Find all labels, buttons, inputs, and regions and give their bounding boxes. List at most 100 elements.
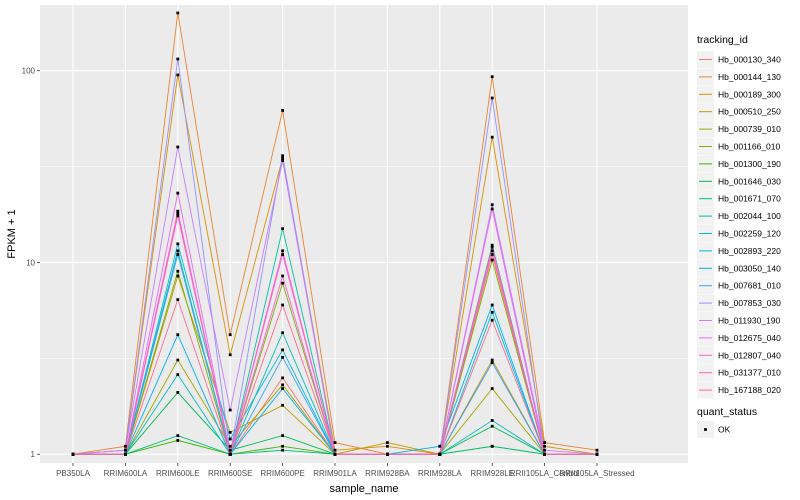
data-point bbox=[333, 441, 337, 444]
legend-item: Hb_031377_010 bbox=[697, 364, 781, 382]
data-point bbox=[124, 452, 127, 456]
data-point bbox=[176, 73, 180, 77]
legend-label: Hb_003050_140 bbox=[718, 263, 781, 273]
x-tick-label: RRIM600LA bbox=[104, 469, 148, 478]
legend-label: Hb_000144_130 bbox=[718, 72, 781, 82]
data-point bbox=[281, 253, 284, 256]
legend-label: OK bbox=[718, 425, 731, 435]
legend-shape-items: OK bbox=[697, 421, 731, 438]
legend-label: Hb_031377_010 bbox=[718, 368, 781, 378]
data-point bbox=[490, 203, 494, 207]
data-point bbox=[281, 444, 284, 448]
data-point bbox=[490, 419, 494, 422]
x-tick-label: RRIM928LA bbox=[418, 469, 462, 478]
data-point bbox=[490, 361, 494, 365]
legend-item: Hb_000130_340 bbox=[697, 51, 781, 68]
legend-item: Hb_000144_130 bbox=[697, 68, 781, 86]
data-point bbox=[490, 303, 494, 307]
data-point bbox=[281, 383, 284, 387]
data-point bbox=[490, 258, 494, 262]
legend-item: Hb_000189_300 bbox=[697, 85, 781, 103]
y-tick-label: 10 bbox=[26, 258, 35, 267]
data-point bbox=[176, 253, 180, 256]
data-point bbox=[490, 245, 494, 249]
legend: tracking_id Hb_000130_340 Hb_000144_130 Hb… bbox=[697, 34, 781, 438]
data-point bbox=[176, 57, 180, 61]
data-point bbox=[71, 452, 75, 456]
legend-label: Hb_000130_340 bbox=[718, 55, 781, 65]
x-tick-label: RRIM901LA bbox=[313, 469, 357, 478]
data-point bbox=[281, 448, 284, 452]
legend-label: Hb_167188_020 bbox=[718, 385, 781, 395]
y-axis: 1 10 100 bbox=[22, 67, 40, 459]
data-point bbox=[176, 214, 180, 218]
data-point bbox=[281, 303, 284, 307]
y-axis-title: FPKM + 1 bbox=[6, 209, 18, 258]
data-point bbox=[543, 452, 546, 456]
x-axis-title: sample_name bbox=[329, 483, 398, 495]
data-point bbox=[176, 209, 180, 213]
data-point bbox=[281, 154, 284, 158]
x-tick-label: RRIM600LE bbox=[156, 469, 200, 478]
legend-label: Hb_002259_120 bbox=[718, 229, 781, 239]
legend-key-point bbox=[704, 428, 707, 431]
data-point bbox=[281, 109, 284, 112]
legend-label: Hb_001300_190 bbox=[718, 159, 781, 169]
data-point bbox=[490, 424, 494, 428]
legend-item: OK bbox=[697, 421, 731, 438]
legend-label: Hb_002893_220 bbox=[718, 246, 781, 256]
data-point bbox=[228, 353, 232, 357]
x-tick-label: RRIM928LE bbox=[470, 469, 514, 478]
data-point bbox=[176, 274, 180, 278]
legend-label: Hb_001166_010 bbox=[718, 142, 781, 152]
data-point bbox=[176, 242, 180, 246]
legend-item: Hb_001646_030 bbox=[697, 172, 781, 190]
data-point bbox=[490, 253, 494, 256]
data-point bbox=[543, 448, 546, 452]
x-tick-label: RRII105LA_Stressed bbox=[559, 469, 634, 478]
data-point bbox=[281, 159, 284, 162]
data-point bbox=[228, 448, 232, 452]
legend-item: Hb_011930_190 bbox=[697, 312, 781, 329]
data-point bbox=[281, 331, 284, 335]
legend-color-title: tracking_id bbox=[697, 34, 748, 46]
data-point bbox=[281, 249, 284, 253]
y-tick-label: 100 bbox=[22, 67, 36, 76]
legend-label: Hb_012675_040 bbox=[718, 333, 781, 343]
legend-label: Hb_002044_100 bbox=[718, 211, 781, 221]
data-point bbox=[595, 448, 599, 452]
data-point bbox=[281, 403, 284, 407]
data-point bbox=[228, 408, 232, 412]
data-point bbox=[176, 391, 180, 394]
data-point bbox=[124, 448, 127, 452]
x-tick-label: RRIM928BA bbox=[365, 469, 410, 478]
data-point bbox=[490, 444, 494, 448]
legend-item: Hb_012675_040 bbox=[697, 329, 781, 347]
data-point bbox=[281, 281, 284, 285]
data-point bbox=[281, 355, 284, 359]
legend-item: Hb_012807_040 bbox=[697, 346, 781, 364]
data-point bbox=[281, 348, 284, 352]
data-point bbox=[490, 135, 494, 139]
data-point bbox=[490, 207, 494, 211]
legend-label: Hb_012807_040 bbox=[718, 350, 781, 360]
data-point bbox=[176, 434, 180, 438]
data-point bbox=[386, 444, 389, 448]
data-point bbox=[281, 274, 284, 278]
data-point bbox=[176, 191, 180, 195]
legend-item: Hb_003050_140 bbox=[697, 259, 781, 277]
legend-color-items: Hb_000130_340 Hb_000144_130 Hb_000189_300 H… bbox=[697, 51, 781, 399]
data-point bbox=[228, 333, 232, 337]
legend-item: Hb_000510_250 bbox=[697, 103, 781, 121]
data-point bbox=[490, 96, 494, 100]
data-point bbox=[281, 156, 284, 160]
legend-label: Hb_000739_010 bbox=[718, 124, 781, 134]
data-point bbox=[333, 448, 337, 452]
grid-minor bbox=[40, 166, 688, 359]
data-point bbox=[333, 452, 337, 456]
data-point bbox=[176, 439, 180, 442]
data-point bbox=[386, 441, 389, 444]
legend-label: Hb_001671_070 bbox=[718, 194, 781, 204]
legend-label: Hb_001646_030 bbox=[718, 176, 781, 186]
data-point bbox=[490, 249, 494, 253]
